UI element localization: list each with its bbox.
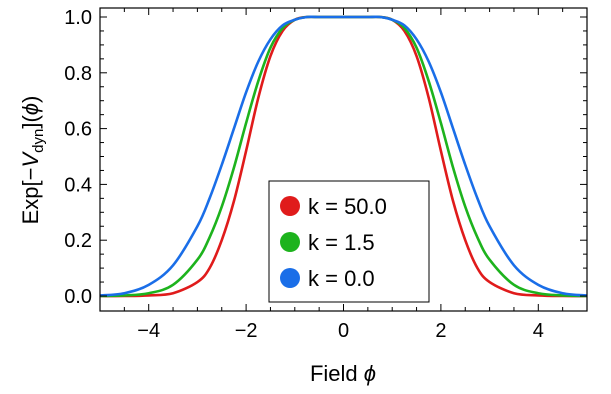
legend-item: k = 0.0 bbox=[280, 266, 375, 291]
y-axis-label: Exp[−Vdyn](ϕ) bbox=[18, 96, 47, 225]
x-axis-label: Field ϕ bbox=[310, 361, 376, 386]
x-tick-label: −2 bbox=[235, 320, 258, 342]
legend: k = 50.0 k = 1.5 k = 0.0 bbox=[268, 180, 430, 303]
legend-swatch bbox=[280, 196, 300, 216]
legend-swatch bbox=[280, 232, 300, 252]
legend-item: k = 50.0 bbox=[280, 194, 387, 219]
y-tick-label: 0.4 bbox=[64, 174, 92, 196]
legend-item: k = 1.5 bbox=[280, 230, 375, 255]
y-tick-label: 0.6 bbox=[64, 119, 92, 141]
legend-items: k = 50.0 k = 1.5 k = 0.0 bbox=[280, 194, 387, 291]
x-ticks: −4 −2 0 2 4 bbox=[99, 8, 588, 342]
x-tick-label: 0 bbox=[338, 320, 349, 342]
y-tick-label: 1.0 bbox=[64, 7, 92, 29]
x-tick-label: 4 bbox=[533, 320, 544, 342]
legend-label: k = 1.5 bbox=[308, 230, 375, 255]
legend-swatch bbox=[280, 268, 300, 288]
y-tick-label: 0.8 bbox=[64, 63, 92, 85]
x-tick-label: 2 bbox=[435, 320, 446, 342]
series-line-3 bbox=[99, 15, 588, 297]
y-ticks: 0.0 0.2 0.4 0.6 0.8 1.0 bbox=[64, 7, 587, 308]
legend-label: k = 50.0 bbox=[308, 194, 387, 219]
series-layer bbox=[99, 15, 588, 298]
y-tick-label: 0.0 bbox=[64, 286, 92, 308]
y-tick-label: 0.2 bbox=[64, 230, 92, 252]
legend-label: k = 0.0 bbox=[308, 266, 375, 291]
x-tick-label: −4 bbox=[137, 320, 160, 342]
